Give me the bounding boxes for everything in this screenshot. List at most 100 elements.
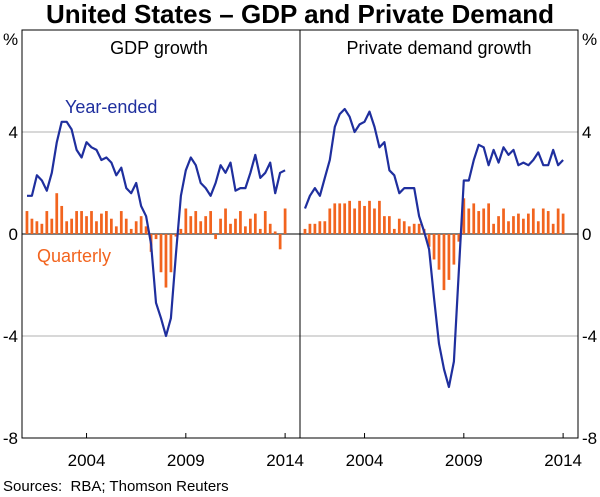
quarterly-bar bbox=[248, 218, 252, 234]
quarterly-bar bbox=[402, 221, 406, 234]
x-tick-label: 2014 bbox=[544, 451, 582, 470]
source-note: Sources: RBA; Thomson Reuters bbox=[3, 478, 229, 495]
quarterly-bar bbox=[541, 208, 545, 234]
quarterly-bar bbox=[253, 213, 257, 234]
quarterly-bar bbox=[234, 218, 237, 234]
panel-private-demand-growth bbox=[300, 107, 578, 389]
quarterly-bar bbox=[487, 203, 491, 234]
quarterly-bar bbox=[397, 218, 401, 234]
quarterly-bar bbox=[387, 216, 391, 234]
quarterly-bar bbox=[258, 228, 262, 234]
quarterly-bar bbox=[219, 218, 222, 234]
quarterly-bar bbox=[134, 221, 138, 234]
quarterly-bar bbox=[502, 208, 505, 234]
quarterly-bar bbox=[437, 234, 441, 270]
quarterly-bar bbox=[323, 221, 327, 234]
y-tick-label-left: -4 bbox=[3, 327, 18, 346]
quarterly-bar bbox=[35, 221, 39, 234]
x-tick-label: 2009 bbox=[445, 451, 483, 470]
quarterly-bar bbox=[283, 208, 287, 234]
quarterly-bar bbox=[462, 198, 466, 234]
quarterly-bar bbox=[50, 218, 54, 234]
quarterly-bar bbox=[179, 228, 183, 234]
quarterly-bar bbox=[184, 208, 188, 234]
quarterly-bar bbox=[492, 223, 495, 234]
quarterly-bar bbox=[174, 234, 178, 237]
quarterly-bar bbox=[427, 234, 431, 247]
quarterly-bar bbox=[303, 228, 307, 234]
quarterly-bar bbox=[189, 216, 193, 234]
quarterly-bar bbox=[194, 211, 198, 234]
y-tick-label-left: 4 bbox=[9, 123, 18, 142]
quarterly-bar bbox=[90, 211, 93, 234]
quarterly-bar bbox=[328, 208, 332, 234]
quarterly-bar bbox=[457, 234, 461, 242]
quarterly-bar bbox=[244, 226, 247, 234]
series-label-year-ended: Year-ended bbox=[65, 97, 157, 117]
quarterly-bar bbox=[40, 223, 44, 234]
quarterly-bar bbox=[25, 211, 29, 234]
quarterly-bar bbox=[144, 226, 148, 234]
quarterly-bar bbox=[432, 234, 436, 260]
quarterly-bar bbox=[204, 216, 208, 234]
quarterly-bar bbox=[159, 234, 163, 273]
quarterly-bar bbox=[477, 211, 481, 234]
quarterly-bar bbox=[239, 211, 242, 234]
panel-gdp-growth bbox=[22, 120, 300, 338]
quarterly-bar bbox=[531, 208, 535, 234]
quarterly-bar bbox=[561, 213, 565, 234]
quarterly-bar bbox=[442, 234, 446, 291]
quarterly-bar bbox=[551, 223, 555, 234]
quarterly-bar bbox=[536, 221, 540, 234]
y-unit-label-right: % bbox=[582, 30, 597, 49]
quarterly-bar bbox=[95, 221, 98, 234]
quarterly-bar bbox=[45, 211, 49, 234]
quarterly-bar bbox=[124, 218, 128, 234]
y-tick-label-right: -8 bbox=[582, 429, 597, 448]
quarterly-bar bbox=[164, 234, 168, 288]
quarterly-bar bbox=[268, 223, 272, 234]
quarterly-bar bbox=[229, 223, 232, 234]
quarterly-bar bbox=[546, 211, 550, 234]
quarterly-bar bbox=[313, 223, 317, 234]
series-label-quarterly: Quarterly bbox=[37, 246, 111, 266]
year-ended-line-private-demand bbox=[303, 107, 564, 389]
quarterly-bar bbox=[358, 200, 361, 234]
quarterly-bar bbox=[373, 208, 376, 234]
quarterly-bar bbox=[417, 223, 421, 234]
quarterly-bar bbox=[512, 216, 515, 234]
quarterly-bar bbox=[497, 216, 500, 234]
quarterly-bar bbox=[169, 234, 173, 273]
panel-title-gdp: GDP growth bbox=[110, 38, 208, 58]
quarterly-bar bbox=[105, 211, 108, 234]
quarterly-bar bbox=[522, 218, 525, 234]
quarterly-bar bbox=[70, 218, 74, 234]
quarterly-bar bbox=[378, 200, 381, 234]
quarterly-bar bbox=[507, 221, 510, 234]
quarterly-bar bbox=[119, 211, 123, 234]
quarterly-bar bbox=[348, 200, 352, 234]
y-tick-label-right: -4 bbox=[582, 327, 597, 346]
quarterly-bar bbox=[526, 213, 530, 234]
quarterly-bar bbox=[368, 200, 371, 234]
quarterly-bar bbox=[199, 221, 203, 234]
y-unit-label-left: % bbox=[3, 30, 18, 49]
y-tick-label-left: -8 bbox=[3, 429, 18, 448]
x-tick-label: 2014 bbox=[266, 451, 304, 470]
quarterly-bar bbox=[60, 205, 64, 234]
x-tick-label: 2004 bbox=[346, 451, 384, 470]
quarterly-bar bbox=[383, 216, 386, 234]
quarterly-bar bbox=[139, 216, 143, 234]
x-tick-label: 2009 bbox=[167, 451, 205, 470]
quarterly-bar bbox=[80, 211, 83, 234]
quarterly-bar bbox=[452, 234, 456, 265]
quarterly-bar bbox=[100, 213, 103, 234]
quarterly-bar bbox=[407, 226, 411, 234]
quarterly-bar bbox=[75, 211, 78, 234]
quarterly-bar bbox=[273, 231, 277, 234]
y-tick-label-right: 4 bbox=[582, 123, 591, 142]
chart-title: United States – GDP and Private Demand bbox=[46, 0, 554, 29]
quarterly-bar bbox=[472, 203, 476, 234]
quarterly-bar bbox=[482, 208, 486, 234]
